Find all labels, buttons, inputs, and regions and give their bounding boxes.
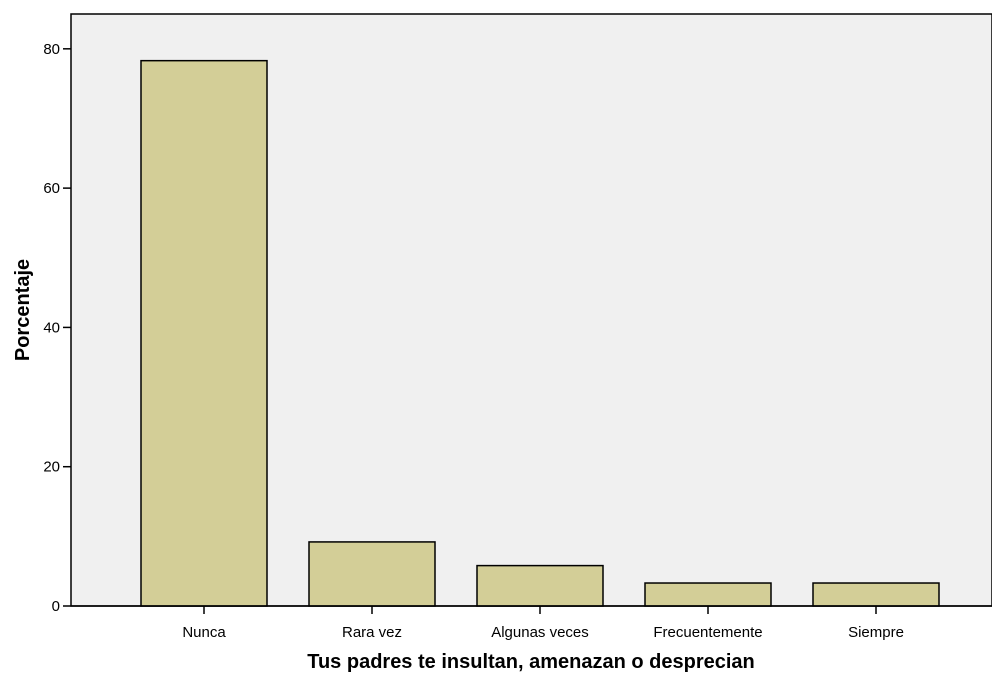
y-tick-label-1: 20 (43, 459, 60, 476)
x-tick-label-1: Rara vez (342, 624, 402, 641)
bar-4 (812, 582, 940, 607)
bar-2 (476, 564, 604, 607)
y-axis: 0 20 40 60 80 (43, 41, 71, 615)
x-tick-label-2: Algunas veces (491, 624, 589, 641)
y-axis-title: Porcentaje (12, 259, 34, 361)
x-tick-label-3: Frecuentemente (653, 624, 762, 641)
bars (140, 59, 940, 607)
x-axis: Nunca Rara vez Algunas veces Frecuentemente… (71, 605, 992, 641)
y-tick-label-2: 40 (43, 319, 60, 336)
y-tick-label-0: 0 (52, 598, 60, 615)
y-tick-label-4: 80 (43, 41, 60, 58)
bar-0 (140, 59, 268, 607)
x-tick-label-0: Nunca (182, 624, 226, 641)
x-axis-title: Tus padres te insultan, amenazan o despr… (307, 651, 755, 673)
x-tick-label-4: Siempre (848, 624, 904, 641)
y-tick-label-3: 60 (43, 180, 60, 197)
bar-3 (644, 582, 772, 607)
bar-1 (308, 541, 436, 607)
